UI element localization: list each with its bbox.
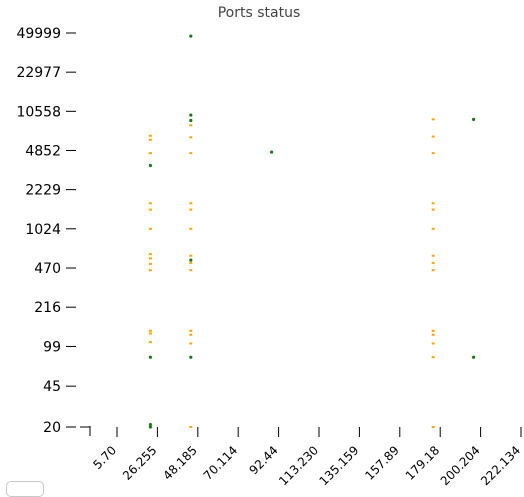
data-point-orange: [189, 262, 192, 264]
chart-title: Ports status: [218, 5, 301, 21]
data-point-orange: [149, 257, 152, 259]
data-point-green: [189, 35, 192, 38]
data-point-orange: [432, 209, 435, 211]
data-point-orange: [432, 262, 435, 264]
data-point-orange: [149, 333, 152, 335]
data-point-orange: [189, 228, 192, 230]
data-point-orange: [432, 136, 435, 138]
data-point-orange: [149, 152, 152, 154]
data-point-green: [189, 113, 192, 116]
data-point-orange: [432, 255, 435, 257]
data-point-orange: [432, 118, 435, 120]
y-tick-label: 49999: [16, 26, 61, 42]
data-point-orange: [189, 152, 192, 154]
data-point-orange: [432, 202, 435, 204]
data-point-orange: [432, 342, 435, 344]
x-tick-label: 70.114: [201, 443, 241, 483]
x-tick-label: 5.70: [90, 443, 119, 472]
data-point-green: [149, 356, 152, 359]
data-point-orange: [189, 136, 192, 138]
y-tick-label: 10558: [16, 104, 61, 120]
data-point-orange: [149, 202, 152, 204]
y-tick-label: 22977: [16, 65, 61, 81]
data-point-orange: [149, 263, 152, 265]
data-point-orange: [189, 255, 192, 257]
data-point-orange: [432, 330, 435, 332]
data-point-orange: [432, 152, 435, 154]
data-point-orange: [432, 356, 435, 358]
data-point-orange: [189, 202, 192, 204]
y-tick-label: 99: [43, 339, 61, 355]
data-point-green: [472, 118, 475, 121]
x-tick-label: 113.230: [276, 443, 321, 488]
data-point-orange: [149, 330, 152, 332]
corner-widget[interactable]: [6, 481, 44, 497]
data-point-orange: [149, 209, 152, 211]
data-point-orange: [149, 139, 152, 141]
x-tick-label: 157.89: [362, 443, 402, 483]
y-axis: 49999 22977 10558 4852 2229 1024 470 216 99 45 20: [16, 26, 90, 436]
y-tick-label: 470: [34, 261, 61, 277]
data-point-orange: [149, 269, 152, 271]
x-axis: 5.70 26.255 48.185 70.114 92.44113.230135.15…: [80, 427, 523, 488]
data-point-orange: [149, 341, 152, 343]
data-point-orange: [149, 253, 152, 255]
data-point-orange: [189, 334, 192, 336]
y-tick-label: 45: [43, 379, 61, 395]
data-point-orange: [189, 342, 192, 344]
data-point-orange: [432, 426, 435, 428]
x-tick-label: 200.204: [438, 443, 483, 488]
data-point-green: [270, 150, 273, 153]
data-point-green: [472, 356, 475, 359]
x-tick-label: 26.255: [120, 443, 160, 483]
y-tick-label: 1024: [25, 222, 61, 238]
data-point-green: [149, 164, 152, 167]
data-point-orange: [149, 135, 152, 137]
y-tick-label: 20: [43, 420, 61, 436]
x-tick-label: 222.134: [478, 443, 523, 488]
scatter-points: [149, 35, 475, 429]
data-point-orange: [189, 330, 192, 332]
data-point-orange: [189, 269, 192, 271]
data-point-orange: [432, 228, 435, 230]
x-tick-label: 135.159: [317, 443, 362, 488]
data-point-green: [149, 425, 152, 428]
y-tick-label: 4852: [25, 143, 61, 159]
data-point-orange: [189, 124, 192, 126]
data-point-orange: [149, 228, 152, 230]
x-tick-label: 179.18: [403, 443, 443, 483]
y-tick-label: 2229: [25, 183, 61, 199]
data-point-orange: [432, 269, 435, 271]
data-point-orange: [189, 426, 192, 428]
x-tick-label: 92.44: [247, 443, 281, 477]
data-point-green: [189, 259, 192, 262]
y-tick-label: 216: [34, 300, 61, 316]
x-tick-label: 48.185: [160, 443, 200, 483]
data-point-green: [189, 356, 192, 359]
data-point-orange: [432, 334, 435, 336]
data-point-green: [189, 119, 192, 122]
data-point-orange: [189, 209, 192, 211]
